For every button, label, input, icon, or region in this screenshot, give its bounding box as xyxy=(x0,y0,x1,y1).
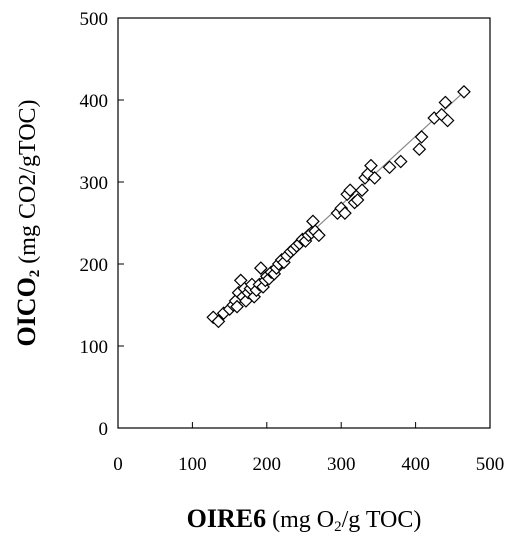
y-axis-label-bold-subscript: 2 xyxy=(27,270,43,278)
y-tick-label: 200 xyxy=(80,255,109,276)
scatter-point xyxy=(438,95,453,110)
y-axis-label-bold: OICO xyxy=(12,277,41,346)
x-tick-label: 100 xyxy=(178,454,207,475)
x-axis-label-bold: OIRE6 xyxy=(187,504,266,533)
scatter-point xyxy=(306,214,320,229)
y-tick-label: 300 xyxy=(80,173,109,194)
x-tick-label: 300 xyxy=(327,454,356,475)
scatter-point xyxy=(343,183,357,198)
scatter-point xyxy=(440,113,455,128)
plot-frame xyxy=(117,17,491,429)
x-tick-label: 200 xyxy=(253,454,282,475)
x-axis-ticks: 0 100 200 300 400 500 xyxy=(113,422,504,475)
y-tick-label: 0 xyxy=(99,419,109,440)
y-tick-label: 100 xyxy=(80,337,109,358)
x-axis-label-unit-end: /g TOC) xyxy=(342,507,422,533)
scatter-point xyxy=(211,314,226,329)
scatter-point xyxy=(393,154,408,169)
y-axis-label-unit: (mg CO2/gTOC) xyxy=(15,99,41,269)
scatter-point xyxy=(364,158,378,173)
x-tick-label: 500 xyxy=(476,454,505,475)
scatter-point xyxy=(338,206,352,221)
scatter-point xyxy=(414,130,429,144)
x-axis-label-unit-start: (mg O xyxy=(266,507,334,533)
scatter-point xyxy=(457,84,471,99)
scatter-point xyxy=(230,299,244,314)
x-axis-label: OIRE6 (mg O2/g TOC) xyxy=(187,504,422,535)
y-axis-ticks: 0 100 200 300 400 500 xyxy=(80,9,124,440)
data-points xyxy=(206,84,471,329)
scatter-point xyxy=(350,193,365,207)
y-tick-label: 400 xyxy=(80,91,109,112)
x-axis-label-subscript: 2 xyxy=(334,519,342,535)
scatter-point xyxy=(382,160,397,175)
scatter-point xyxy=(412,142,427,157)
scatter-point xyxy=(253,261,268,275)
x-tick-label: 400 xyxy=(401,454,430,475)
y-tick-label: 500 xyxy=(80,9,109,30)
x-tick-label: 0 xyxy=(113,454,123,475)
scatter-point xyxy=(312,228,326,243)
scatter-point xyxy=(355,183,369,198)
scatter-point xyxy=(367,171,382,185)
y-axis-label: OICO2 (mg CO2/gTOC) xyxy=(12,99,43,346)
